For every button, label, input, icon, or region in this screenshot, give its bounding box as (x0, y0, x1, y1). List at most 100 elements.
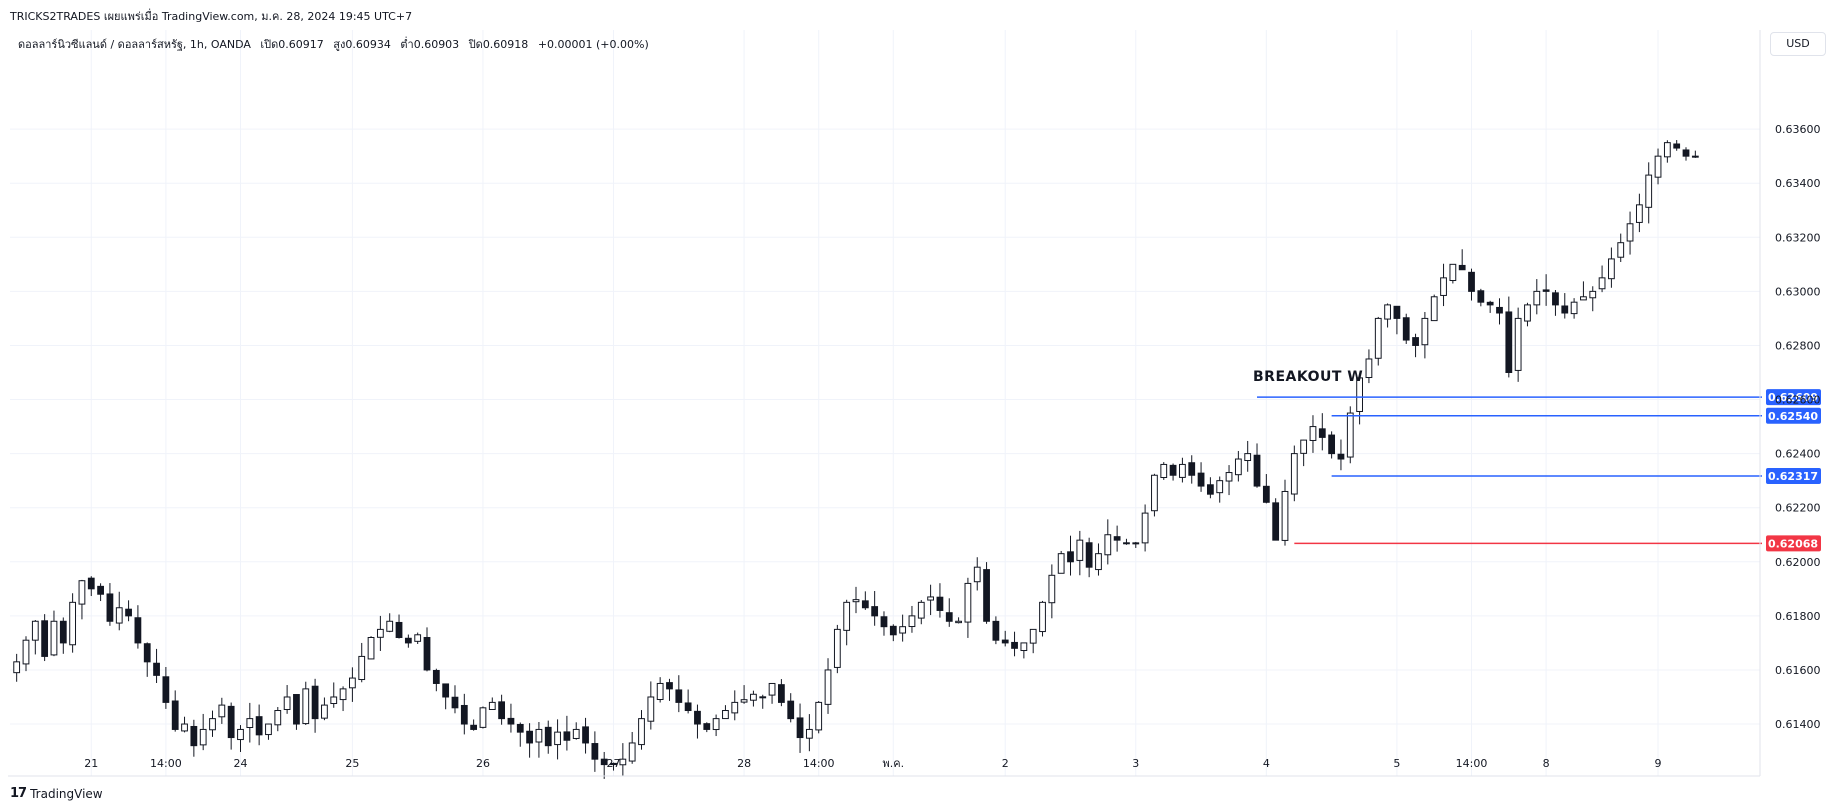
candle-body (740, 699, 748, 703)
candle-body (41, 620, 49, 657)
candle-body (330, 696, 338, 705)
candle-body (917, 601, 925, 619)
candle-body (423, 636, 431, 671)
candle-body (143, 643, 151, 663)
candle-body (610, 762, 617, 766)
candle (1440, 263, 1447, 307)
time-tick-label: พ.ค. (882, 757, 904, 770)
candle-body (1095, 553, 1102, 571)
candle (1524, 302, 1531, 327)
candle-body (460, 704, 468, 725)
candle (1393, 305, 1401, 335)
candle-body (1197, 472, 1205, 487)
price-level-badge (1766, 389, 1821, 406)
candle-body (1309, 426, 1317, 441)
symbol-legend[interactable]: ดอลลาร์นิวซีแลนด์ / ดอลลาร์สหรัฐ, 1h, OA… (18, 35, 655, 53)
candle-body (973, 566, 981, 583)
candle-body (451, 696, 459, 709)
candle (1635, 193, 1643, 233)
candle (843, 599, 851, 646)
candle (283, 685, 291, 714)
price-tick-label: 0.61400 (1775, 718, 1821, 731)
candle (1179, 457, 1186, 483)
candle-body (1001, 639, 1009, 644)
candle (740, 685, 748, 704)
candle (1626, 211, 1634, 255)
candle-body (1290, 453, 1298, 495)
candle-body (600, 758, 608, 766)
candle-body (1430, 296, 1438, 322)
candle-body (432, 669, 440, 684)
candle (1011, 631, 1018, 657)
candle-body (1374, 317, 1382, 359)
time-axis[interactable]: 21 14:00 24 25 26 27 28 14:00 พ.ค. 2 3 4 5 14:00 8 9 (84, 757, 1661, 770)
candle (1197, 462, 1205, 492)
candle-body (367, 636, 375, 660)
candle (628, 731, 636, 764)
candle (703, 722, 711, 733)
symbol-name[interactable]: ดอลลาร์นิวซีแลนด์ / ดอลลาร์สหรัฐ, 1h, OA… (18, 38, 251, 51)
candle (554, 719, 561, 760)
time-tick-label: 9 (1655, 757, 1662, 770)
candle-body (1514, 317, 1522, 371)
price-level-badge (1766, 468, 1821, 485)
candle (1104, 519, 1112, 565)
candle-body (1645, 174, 1653, 208)
candle (1076, 530, 1084, 576)
candle (955, 617, 962, 624)
candle-body (1477, 290, 1485, 303)
candle (106, 583, 114, 626)
price-level-label: 0.62540 (1768, 410, 1818, 423)
candle-body (1318, 428, 1326, 438)
candle (619, 743, 627, 776)
candle-body (1580, 296, 1587, 301)
candle-body (1505, 311, 1513, 373)
candle-body (843, 601, 851, 631)
candle-body (153, 662, 160, 676)
candle (759, 694, 767, 709)
candle-body (955, 620, 962, 624)
candle (1262, 474, 1270, 504)
tradingview-logo[interactable]: 17 TradingView (10, 786, 103, 801)
candle (414, 632, 422, 645)
candle (1085, 537, 1093, 578)
candle-body (1011, 641, 1018, 649)
candle-body (1421, 317, 1429, 346)
candle-body (1048, 574, 1056, 604)
candle (712, 714, 720, 737)
candle (22, 636, 30, 672)
candle (69, 593, 77, 653)
candle-body (274, 710, 282, 726)
candle (134, 605, 142, 649)
candle-body (992, 620, 1000, 641)
candle (442, 683, 450, 710)
candle (1300, 439, 1308, 467)
candle (1151, 473, 1158, 517)
candle-body (1104, 534, 1112, 556)
candle-body (526, 730, 533, 744)
candle (1001, 630, 1009, 647)
candle (1449, 263, 1457, 284)
currency-button[interactable]: USD (1770, 32, 1826, 56)
levels-layer: 0.62609 0.62540 0.62317 0.62068 (1257, 389, 1821, 552)
candle (311, 678, 319, 733)
candle (983, 562, 990, 624)
candle (125, 600, 132, 622)
candle-body (265, 723, 272, 736)
candle-body (1160, 463, 1168, 479)
price-axis[interactable]: 0.63600 0.63400 0.63200 0.63000 0.62800 0.626… (1775, 123, 1821, 731)
candle (544, 720, 552, 754)
candle (1421, 311, 1429, 359)
candle (824, 658, 832, 714)
candle-body (1346, 412, 1354, 458)
time-tick-label: 2 (1002, 757, 1009, 770)
candle-body (1552, 292, 1559, 306)
candle (1673, 140, 1681, 151)
candle (1542, 274, 1550, 306)
candle (871, 591, 879, 626)
candle (1328, 431, 1336, 459)
candle (181, 716, 188, 733)
candle (246, 702, 254, 743)
candle (852, 586, 860, 614)
